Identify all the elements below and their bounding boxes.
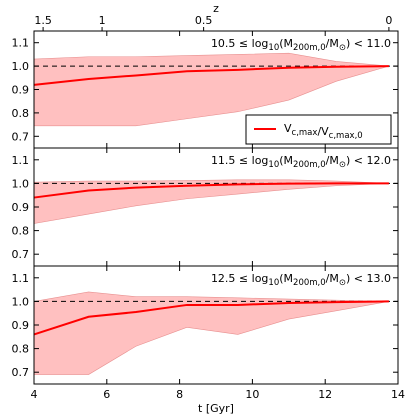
series-line	[33, 300, 389, 336]
y-tick-label: 0.7	[12, 248, 30, 261]
x-tick-label: 8	[176, 388, 183, 401]
y-tick-label: 0.8	[12, 225, 30, 238]
panel-label: 10.5 ≤ log10(M200m,0/M⊙) < 11.0	[211, 37, 391, 53]
series-line	[33, 65, 389, 86]
y-tick-label: 1.0	[12, 295, 30, 308]
y-tick-label: 1.1	[12, 272, 30, 285]
y-tick-label: 0.9	[12, 201, 30, 214]
spread-band	[33, 179, 389, 224]
y-tick-label: 0.9	[12, 319, 30, 332]
z-tick-label: 1.5	[34, 14, 52, 27]
x-tick-label: 6	[103, 388, 110, 401]
x-tick-label: 4	[31, 388, 38, 401]
top-axis-label: z	[213, 2, 219, 15]
x-tick-label: 12	[318, 388, 332, 401]
z-tick-label: 0	[385, 14, 392, 27]
y-tick-label: 1.1	[12, 154, 30, 167]
panel-1: 0.7 0.8 0.9 1.0 1.1 10.5 ≤ log10(M200m,0/M⊙) …	[12, 30, 399, 149]
legend-label: Vc,max/Vc,max,0	[284, 122, 363, 141]
y-tick-label: 0.7	[12, 130, 30, 143]
z-tick-label: 1	[99, 14, 106, 27]
panel-label: 11.5 ≤ log10(M200m,0/M⊙) < 12.0	[211, 154, 391, 170]
y-tick-label: 0.8	[12, 343, 30, 356]
x-axis-label: t [Gyr]	[198, 402, 234, 415]
panel-label: 12.5 ≤ log10(M200m,0/M⊙) < 13.0	[211, 272, 391, 288]
y-tick-label: 1.0	[12, 177, 30, 190]
panel-2: 0.7 0.8 0.9 1.0 1.1 11.5 ≤ log10(M200m,0/M⊙) …	[12, 147, 399, 267]
y-tick-label: 0.8	[12, 107, 30, 120]
series-line	[33, 182, 389, 199]
x-tick-label: 10	[245, 388, 259, 401]
y-tick-label: 1.1	[12, 37, 30, 50]
panel-3: 0.7 0.8 0.9 1.0 1.1 12.5 ≤ log10(M200m,0/M⊙) …	[12, 265, 399, 385]
y-tick-label: 0.7	[12, 366, 30, 379]
y-tick-label: 0.9	[12, 84, 30, 97]
x-tick-label: 14	[391, 388, 405, 401]
spread-band	[33, 52, 389, 127]
z-tick-label: 0.5	[195, 14, 213, 27]
legend: Vc,max/Vc,max,0	[245, 114, 392, 145]
y-tick-label: 1.0	[12, 60, 30, 73]
